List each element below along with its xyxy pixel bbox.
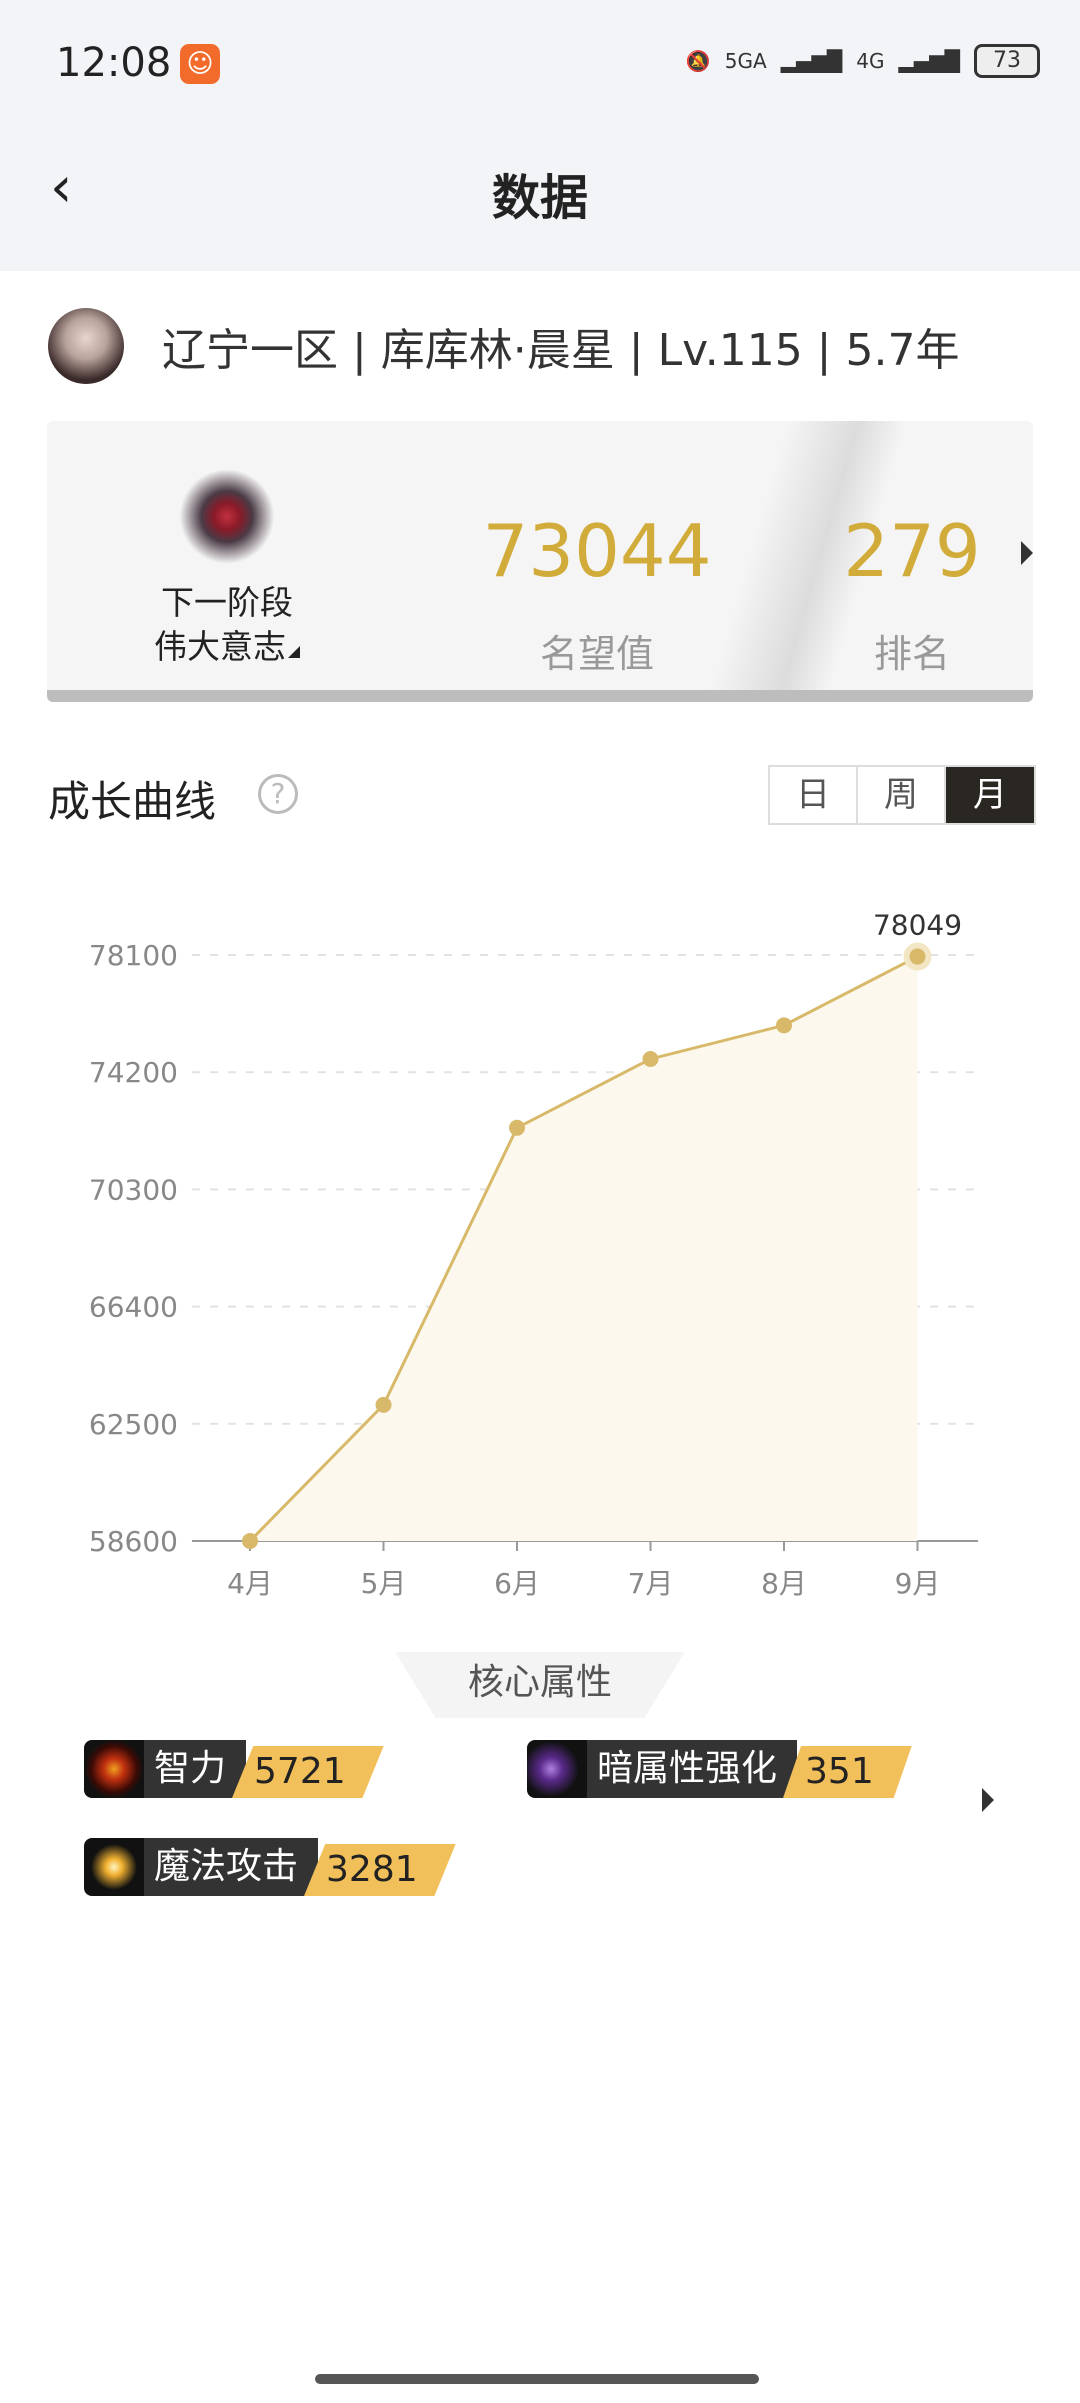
data-point (909, 948, 926, 965)
signal-5ga: 5GA (724, 49, 767, 73)
x-tick-label: 9月 (895, 1567, 941, 1600)
y-tick-label: 70300 (89, 1173, 178, 1206)
sparkle-icon (84, 1838, 144, 1896)
mute-icon: 🔕 (685, 49, 711, 73)
profile-row: 辽宁一区 | 库库林·晨星 | Lv.115 | 5.7年 (48, 308, 959, 384)
y-tick-label: 62500 (89, 1408, 178, 1441)
series-line (248, 955, 919, 1543)
y-tick-label: 66400 (89, 1291, 178, 1324)
growth-title: 成长曲线 (48, 777, 217, 826)
y-tick-label: 58600 (89, 1525, 178, 1558)
avatar (48, 308, 124, 384)
data-point (375, 1396, 392, 1413)
chevron-right-icon[interactable] (982, 1788, 994, 1812)
rank-badge-icon (172, 469, 282, 564)
attr-magic-attack: 魔法攻击 3281 (84, 1838, 456, 1896)
status-time: 12:08 (56, 40, 172, 86)
attr-value: 351 (783, 1746, 912, 1798)
page-title: 数据 (491, 170, 588, 226)
signal-4g: 4G (856, 49, 885, 73)
growth-chart: 58600 62500 66400 70300 74200 78100 4月 5月 6月 7月 8月… (89, 909, 978, 1600)
app-notification-icon: ☺ (180, 44, 220, 84)
profile-info: 辽宁一区 | 库库林·晨星 | Lv.115 | 5.7年 (162, 325, 960, 376)
tab-day[interactable]: 日 (770, 767, 858, 823)
period-toggle: 日 周 月 (768, 765, 1036, 825)
area-fill (250, 956, 918, 1541)
battery-icon: 73 (974, 44, 1040, 78)
data-point (242, 1533, 258, 1549)
signal-icon: ▂▄▆█ (780, 49, 843, 73)
rank-label: 排名 (873, 632, 950, 676)
tab-month[interactable]: 月 (946, 767, 1034, 823)
status-icons: 🔕 5GA ▂▄▆█ 4G ▂▄▆█ 73 (686, 44, 1040, 78)
data-point (509, 1119, 525, 1136)
next-stage-name: 伟大意志 (154, 627, 286, 666)
fame-card[interactable]: 下一阶段 伟大意志 73044 名望值 279 排名 (47, 421, 1033, 702)
y-tick-label: 78100 (89, 939, 178, 972)
back-button[interactable]: ‹ (50, 155, 73, 220)
data-point (776, 1017, 792, 1034)
home-indicator[interactable] (315, 2374, 759, 2384)
data-point (642, 1050, 659, 1067)
top-bar (0, 0, 1080, 271)
attr-dark-enhance: 暗属性强化 351 (527, 1740, 912, 1798)
y-tick-label: 74200 (89, 1056, 178, 1089)
eye-icon (84, 1740, 144, 1798)
fame-value: 73044 (482, 509, 712, 593)
dark-scythe-icon (527, 1740, 587, 1798)
x-tick-label: 7月 (628, 1567, 674, 1600)
fame-label: 名望值 (539, 632, 654, 676)
data-label: 78049 (873, 909, 962, 942)
attr-name: 魔法攻击 (144, 1838, 319, 1896)
core-attributes-title: 核心属性 (395, 1652, 685, 1718)
x-tick-label: 4月 (227, 1567, 273, 1600)
x-tick-label: 6月 (494, 1567, 540, 1600)
tab-week[interactable]: 周 (858, 767, 946, 823)
attr-name: 暗属性强化 (587, 1740, 798, 1798)
attr-intelligence: 智力 5721 (84, 1740, 384, 1798)
attr-name: 智力 (144, 1740, 247, 1798)
dropdown-icon (288, 646, 300, 658)
next-stage-label: 下一阶段 (161, 583, 293, 622)
rank-value: 279 (843, 509, 981, 593)
x-tick-label: 8月 (761, 1567, 807, 1600)
attr-value: 5721 (232, 1746, 384, 1798)
chevron-right-icon[interactable] (1021, 541, 1033, 565)
attr-value: 3281 (304, 1844, 456, 1896)
signal-icon: ▂▄▆█ (898, 49, 960, 73)
next-stage[interactable]: 下一阶段 伟大意志 (107, 581, 347, 669)
help-icon[interactable]: ? (258, 774, 298, 814)
x-tick-label: 5月 (361, 1567, 407, 1600)
